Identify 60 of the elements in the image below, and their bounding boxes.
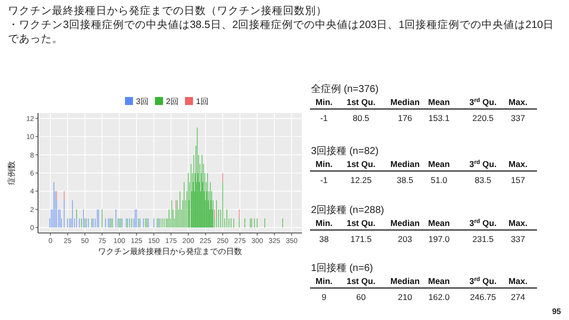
category-label: Median xyxy=(390,218,420,228)
category-label: Max. xyxy=(508,276,528,286)
category-label: 1st Qu. xyxy=(346,276,376,286)
category-label: 1st Qu. xyxy=(346,218,376,228)
category-label: Min. xyxy=(316,159,332,169)
text: 231.5 xyxy=(472,234,494,244)
text: 210 xyxy=(398,292,412,302)
text: 51.0 xyxy=(430,175,448,185)
text: 9 xyxy=(322,292,326,302)
text: 246.75 xyxy=(470,292,496,302)
text: -1 xyxy=(320,113,328,123)
text: 157 xyxy=(510,175,526,185)
category-label: 3$^{rd}$ Qu. xyxy=(469,97,497,107)
text: 220.5 xyxy=(472,113,494,123)
category-label: Min. xyxy=(316,97,332,107)
x-axis-title: ワクチン最終接種日から発症までの日数 xyxy=(98,247,242,256)
text: 153.1 xyxy=(428,113,450,123)
text: 171.5 xyxy=(350,234,372,244)
text: 83.5 xyxy=(474,175,492,185)
text: 176 xyxy=(398,113,412,123)
category-label: 3$^{rd}$ Qu. xyxy=(469,276,497,286)
text: 3回接種 (n=82) xyxy=(311,145,379,157)
category-label: Min. xyxy=(316,276,332,286)
category-label: Min. xyxy=(316,218,332,228)
text: 12.25 xyxy=(350,175,372,185)
chart-subtitle: ・ワクチン3回接種症例での中央値は38.5日、2回接種症例での中央値は203日、1回接種症例での中央値は210日であった。 xyxy=(8,18,555,46)
category-label: Mean xyxy=(428,97,450,107)
text: 197.0 xyxy=(428,234,450,244)
category-label: Median xyxy=(390,276,420,286)
text: 60 xyxy=(356,292,366,302)
category-label: Max. xyxy=(508,97,528,107)
text: 337 xyxy=(510,113,526,123)
text: 全症例 (n=376) xyxy=(311,83,379,95)
category-label: 1st Qu. xyxy=(346,159,376,169)
category-label: Max. xyxy=(508,218,528,228)
legend-label: 1回 xyxy=(196,97,208,106)
category-label: Median xyxy=(390,159,420,169)
category-label: Mean xyxy=(428,218,450,228)
category-label: 3$^{rd}$ Qu. xyxy=(469,218,497,228)
category-label: Mean xyxy=(428,159,450,169)
text: 1回接種 (n=6) xyxy=(311,262,373,274)
text: 80.5 xyxy=(352,113,370,123)
text: 95 xyxy=(552,307,562,316)
text: 162.0 xyxy=(428,292,450,302)
text: 203 xyxy=(398,234,412,244)
text: -1 xyxy=(320,175,328,185)
legend-label: 3回 xyxy=(136,97,148,106)
text: 274 xyxy=(510,292,526,302)
category-label: Median xyxy=(390,97,420,107)
legend-label: 2回 xyxy=(166,97,178,106)
category-label: Max. xyxy=(508,159,528,169)
y-axis-title: 症例数 xyxy=(7,161,16,185)
category-label: Mean xyxy=(428,276,450,286)
chart-title: ワクチン最終接種日から発症までの日数（ワクチン接種回数別） xyxy=(8,4,328,18)
text: 38.5 xyxy=(396,175,414,185)
text: 2回接種 (n=288) xyxy=(311,204,384,216)
category-label: 3$^{rd}$ Qu. xyxy=(469,159,497,169)
text: 38 xyxy=(319,234,329,244)
text: 337 xyxy=(510,234,526,244)
category-label: 1st Qu. xyxy=(346,97,376,107)
